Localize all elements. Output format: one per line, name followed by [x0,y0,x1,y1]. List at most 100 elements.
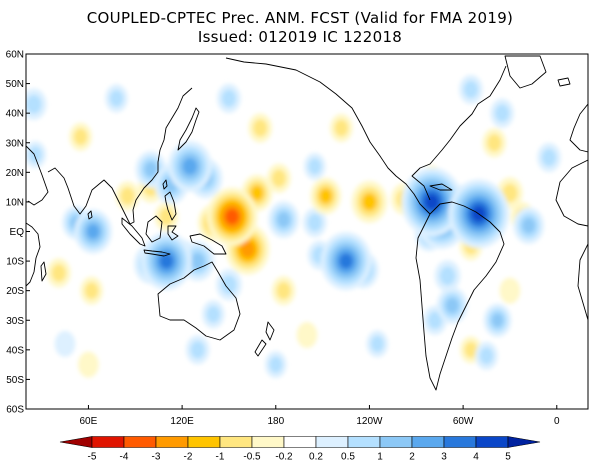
anomaly-contour [159,207,174,226]
colorbar: -5 -4 -3 -2 -1 -0.5 -0.2 0.2 0.5 1 2 3 4 5 [59,436,541,463]
anomaly-contour [502,183,518,203]
anomaly-contour [439,266,456,286]
coastline-srilanka [87,210,93,220]
anomaly-cell [304,152,326,180]
anomaly-contour [54,330,76,357]
anomaly-contour [370,335,384,352]
anomaly-cell [168,141,212,192]
anomaly-cell [434,260,461,292]
coastline-greenland [504,55,547,89]
anomaly-contour [159,253,174,269]
anomaly-contour [307,213,322,232]
coastline-newzealand [265,321,275,341]
anomaly-contour [495,104,510,122]
lon-label: 60E [80,416,98,427]
coastline-borneo [145,215,163,243]
anomaly-contour [250,185,264,201]
anomaly-contour [240,240,255,258]
anomaly-contour [73,128,88,146]
coastline-sulawesi [167,225,179,241]
coastline-africa [26,222,41,287]
anomaly-contour [296,322,318,348]
coastline-southernafrica [577,243,588,321]
lat-label: 30S [6,316,24,327]
anomaly-contour [109,90,124,107]
colorbar-label: 4 [473,452,479,463]
anomaly-contour [269,356,283,373]
anomaly-cell [216,269,242,301]
anomaly-contour [445,297,459,314]
anomaly-contour [28,146,42,163]
anomaly-cell [202,300,225,329]
anomaly-cell [69,122,92,151]
anomaly-cell [320,232,372,291]
colorbar-label: -2 [184,452,193,463]
coastline-taiwan [162,179,168,190]
colorbar-segment [411,436,445,448]
anomaly-contour [479,347,494,365]
lon-label: 60W [453,416,474,427]
coastline-madagascar [40,261,47,282]
anomaly-cell [475,341,498,370]
anomaly-contour [206,305,221,323]
anomaly-cell [80,276,103,305]
coastline-northamerica-east [411,65,507,201]
anomaly-cell [436,287,468,324]
anomaly-contour [253,119,268,137]
anomaly-contour [26,94,42,114]
anomaly-contour [120,187,135,205]
anomaly-cell [47,258,71,288]
lon-label: 120E [170,416,194,427]
coastline-southamerica [415,201,505,391]
colorbar-label: -0.5 [243,452,261,463]
anomaly-cell [115,181,140,211]
anomaly-contour [271,169,286,188]
coastline-arabia [26,145,49,206]
anomaly-contour [499,277,521,304]
anomaly-contour [277,211,291,228]
colorbar-segment [155,436,189,448]
map-title: COUPLED-CPTEC Prec. ANM. FCST (Valid for… [86,9,514,27]
anomaly-contour [361,192,377,211]
colorbar-segment [379,436,413,448]
anomaly-cell [459,74,483,105]
anomaly-contour [522,217,536,234]
lat-label: 40N [6,109,24,120]
colorbar-label: 5 [505,452,511,463]
anomaly-contour [319,188,333,204]
coastline-australia [157,261,241,341]
coastline-iceland [557,77,571,87]
anomaly-contour [308,158,322,175]
colorbar-segment [59,436,93,448]
colorbar-label: 0.2 [309,452,323,463]
anomaly-contour [221,89,236,108]
lat-label: 50N [6,79,24,90]
anomaly-cell [366,330,389,358]
colorbar-label: 1 [377,452,383,463]
anomaly-contour [334,119,349,137]
colorbar-segment [187,436,221,448]
coastline-northamerica [225,57,431,215]
coastline-japan [177,107,200,151]
anomaly-contour [190,341,205,359]
anomaly-contour [491,313,504,328]
anomaly-cell [268,201,299,238]
anomaly-contour [427,311,443,330]
anomaly-cell [330,113,353,143]
anomaly-cell [267,163,291,193]
coastline-philippines [164,191,177,221]
anomaly-cell [206,187,258,246]
anomaly-contour [339,253,353,269]
coastlines [26,55,588,391]
longitude-axis: 60E 120E 180 120W 60W 0 [80,405,560,427]
lat-label: EQ [10,227,25,238]
anomaly-cell [78,351,99,378]
anomaly-contour [276,281,291,300]
lat-label: 30N [6,138,24,149]
lat-label: 20S [6,286,24,297]
anomaly-contour [84,282,99,300]
colorbar-label: -0.2 [275,452,293,463]
colorbar-segment [347,436,381,448]
map-issued-line: Issued: 012019 IC 122018 [197,28,403,46]
